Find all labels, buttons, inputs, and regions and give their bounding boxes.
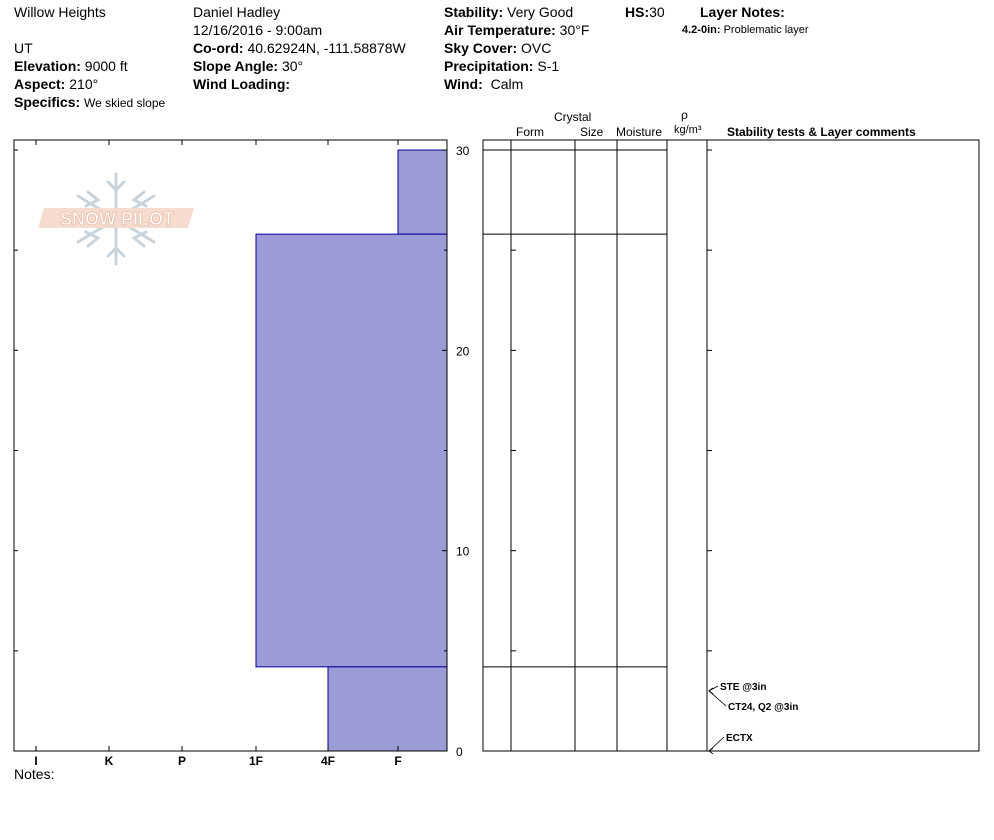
state: UT — [14, 40, 33, 56]
sky-cover-label: Sky Cover: — [444, 40, 518, 56]
size-header: Size — [580, 125, 604, 139]
hs-row: HS:30 — [625, 4, 665, 20]
snowpilot-logo: SNOW PILOT — [38, 172, 194, 266]
air-temp-value: 30°F — [559, 22, 590, 38]
specifics-value: We skied slope — [84, 96, 166, 110]
rho-header: ρ — [681, 108, 688, 122]
wind-label: Wind: — [444, 76, 483, 92]
elevation-row: Elevation: 9000 ft — [14, 58, 128, 74]
hardness-layer-bar-3 — [327, 666, 448, 752]
specifics-row: Specifics: We skied slope — [14, 94, 165, 110]
precipitation-value: S-1 — [537, 58, 560, 74]
x-tick-label-F: F — [394, 754, 401, 768]
logo-text: SNOW PILOT — [60, 209, 174, 229]
stability-test-label-2: CT24, Q2 @3in — [728, 702, 798, 713]
layer-note: 4.2-0in: Problematic layer — [682, 24, 809, 36]
aspect-label: Aspect: — [14, 76, 66, 92]
hs-label: HS: — [625, 4, 650, 20]
stability-test-label-3: ECTX — [726, 733, 753, 744]
elevation-value: 9000 ft — [84, 58, 128, 74]
hs-value: 30 — [649, 4, 665, 20]
air-temp-label: Air Temperature: — [444, 22, 556, 38]
stability-test-arrow-3 — [708, 747, 714, 755]
x-tick-label-1F: 1F — [249, 754, 263, 768]
precipitation-label: Precipitation: — [444, 58, 534, 74]
x-tick-label-K: K — [105, 754, 114, 768]
coord-value: 40.62924N, -111.58878W — [247, 40, 406, 56]
slope-row: Slope Angle: 30° — [193, 58, 303, 74]
stability-test-label-1: STE @3in — [720, 682, 766, 693]
location-name: Willow Heights — [14, 4, 106, 20]
layer-notes-label: Layer Notes: — [700, 4, 785, 20]
layer-table-frame — [482, 139, 980, 752]
moisture-header: Moisture — [616, 125, 663, 139]
form-header: Form — [516, 125, 544, 139]
y-tick-label-20: 20 — [456, 344, 470, 358]
wind-loading-row: Wind Loading: — [193, 76, 290, 92]
wind-loading-label: Wind Loading: — [193, 76, 291, 92]
wind-value: Calm — [490, 76, 524, 92]
sky-cover-value: OVC — [521, 40, 552, 56]
slope-value: 30° — [281, 58, 304, 74]
stability-label: Stability: — [444, 4, 504, 20]
comments-header: Stability tests & Layer comments — [727, 125, 916, 139]
wind-row: Wind: Calm — [444, 76, 523, 92]
density-unit-header: kg/m³ — [674, 124, 702, 136]
aspect-value: 210° — [69, 76, 99, 92]
x-tick-label-I: I — [34, 754, 37, 768]
y-tick-label-30: 30 — [456, 144, 470, 158]
observer-name: Daniel Hadley — [193, 4, 281, 20]
stability-value: Very Good — [507, 4, 574, 20]
slope-label: Slope Angle: — [193, 58, 279, 74]
aspect-row: Aspect: 210° — [14, 76, 98, 92]
elevation-label: Elevation: — [14, 58, 81, 74]
y-tick-label-10: 10 — [456, 545, 470, 559]
x-tick-label-P: P — [178, 754, 186, 768]
hardness-plot-frame — [13, 139, 448, 752]
hardness-layer-bar-1 — [397, 149, 448, 235]
stability-test-arrow-2 — [708, 687, 714, 695]
hardness-layer-bar-2 — [255, 233, 448, 668]
layer-note-text: Problematic layer — [723, 24, 809, 36]
crystal-header: Crystal — [554, 110, 592, 124]
specifics-label: Specifics: — [14, 94, 81, 110]
observation-datetime: 12/16/2016 - 9:00am — [193, 22, 323, 38]
air-temp-row: Air Temperature: 30°F — [444, 22, 589, 38]
y-tick-label-0: 0 — [456, 745, 463, 759]
x-tick-label-4F: 4F — [321, 754, 335, 768]
layer-note-range: 4.2-0in: — [682, 24, 721, 36]
coord-row: Co-ord: 40.62924N, -111.58878W — [193, 40, 406, 56]
precipitation-row: Precipitation: S-1 — [444, 58, 559, 74]
notes-label: Notes: — [14, 766, 55, 782]
stability-row: Stability: Very Good — [444, 4, 573, 20]
coord-label: Co-ord: — [193, 40, 244, 56]
sky-cover-row: Sky Cover: OVC — [444, 40, 551, 56]
